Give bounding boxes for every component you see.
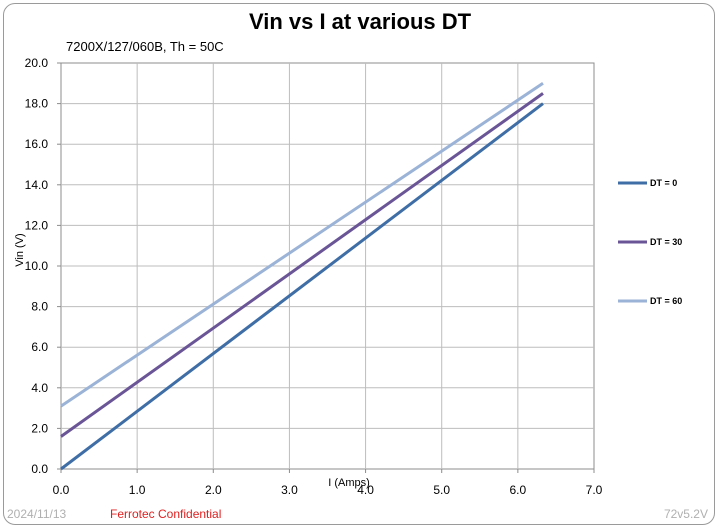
chart-subtitle: 7200X/127/060B, Th = 50C <box>66 39 224 54</box>
y-tick-label: 18.0 <box>25 97 49 111</box>
footer-confidential: Ferrotec Confidential <box>110 507 222 521</box>
x-tick-label: 2.0 <box>205 483 222 497</box>
y-tick-label: 14.0 <box>25 178 49 192</box>
legend: DT = 0 DT = 30 DT = 60 <box>618 178 682 306</box>
x-tick-label: 1.0 <box>129 483 146 497</box>
series-line <box>60 102 544 471</box>
y-tick-label: 0.0 <box>31 462 48 476</box>
series-line <box>60 82 544 408</box>
x-axis-label: I (Amps) <box>328 477 370 489</box>
y-tick-label: 4.0 <box>31 381 48 395</box>
x-tick-label: 5.0 <box>433 483 450 497</box>
x-tick-label: 0.0 <box>53 483 70 497</box>
tick-labels: 0.0 2.0 4.0 6.0 8.0 10.0 12.0 14.0 16.0 18.0 20.0 0… <box>25 56 603 497</box>
y-tick-label: 2.0 <box>31 421 48 435</box>
series-line <box>60 92 544 438</box>
y-tick-label: 10.0 <box>25 259 49 273</box>
footer-date: 2024/11/13 <box>7 507 67 521</box>
x-tick-label: 4.0 <box>357 483 374 497</box>
y-tick-label: 20.0 <box>25 56 49 70</box>
x-tick-label: 3.0 <box>281 483 298 497</box>
series-lines <box>60 82 544 471</box>
legend-entry: DT = 30 <box>650 237 682 247</box>
legend-entry: DT = 60 <box>650 296 682 306</box>
chart-title: Vin vs I at various DT <box>248 9 472 34</box>
y-tick-label: 12.0 <box>25 218 49 232</box>
y-axis-label: Vin (V) <box>14 233 26 266</box>
footer-version: 72v5.2V <box>663 507 708 521</box>
y-tick-label: 6.0 <box>31 340 48 354</box>
y-tick-label: 16.0 <box>25 137 49 151</box>
y-tick-label: 8.0 <box>31 300 48 314</box>
x-tick-label: 7.0 <box>586 483 603 497</box>
legend-entry: DT = 0 <box>650 178 677 188</box>
x-tick-label: 6.0 <box>510 483 527 497</box>
